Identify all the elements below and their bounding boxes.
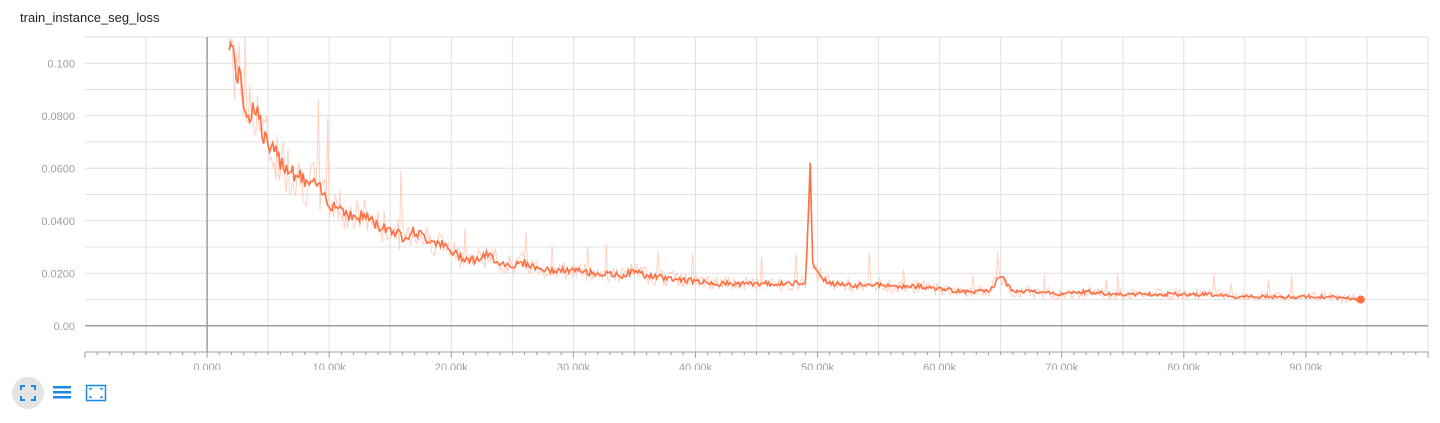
y-tick-label: 0.00: [54, 321, 75, 333]
x-tick-label: 40.00k: [679, 362, 713, 370]
series-end-point: [1356, 295, 1365, 304]
x-tick-label: 20.00k: [435, 362, 469, 370]
chart-toolbar: [12, 377, 112, 409]
fullscreen-button[interactable]: [12, 377, 44, 409]
x-tick-label: 10.00k: [313, 362, 347, 370]
smoothed-series-line: [228, 40, 1361, 302]
y-tick-label: 0.0800: [41, 111, 75, 123]
x-tick-label: 50.00k: [801, 362, 835, 370]
x-tick-label: 70.00k: [1045, 362, 1079, 370]
y-tick-label: 0.0600: [41, 163, 75, 175]
y-tick-label: 0.0400: [41, 216, 75, 228]
chart-title: train_instance_seg_loss: [20, 10, 160, 25]
fit-domain-button[interactable]: [80, 377, 112, 409]
list-icon: [53, 386, 71, 399]
y-tick-label: 0.100: [47, 58, 75, 70]
axes: [84, 37, 1429, 358]
x-tick-label: 0.000: [193, 362, 221, 370]
y-tick-label: 0.0200: [41, 268, 75, 280]
x-tick-label: 80.00k: [1167, 362, 1201, 370]
x-tick-label: 90.00k: [1289, 362, 1323, 370]
fit-domain-icon: [85, 384, 107, 402]
x-tick-label: 30.00k: [557, 362, 591, 370]
smoothed-series: [228, 40, 1365, 304]
raw-series: [228, 37, 1362, 305]
y-tick-labels: 0.00 0.0200 0.0400 0.0600 0.0800 0.100: [41, 58, 75, 333]
line-chart[interactable]: 0.00 0.0200 0.0400 0.0600 0.0800 0.100 0.000 1…: [0, 0, 1440, 370]
toggle-log-button[interactable]: [46, 377, 78, 409]
grid-lines: [85, 36, 1429, 353]
x-tick-label: 60.00k: [923, 362, 957, 370]
x-tick-labels: 0.000 10.00k 20.00k 30.00k 40.00k 50.00k 60.00…: [193, 362, 1323, 370]
raw-series-line: [228, 37, 1362, 305]
fullscreen-icon: [20, 385, 36, 401]
